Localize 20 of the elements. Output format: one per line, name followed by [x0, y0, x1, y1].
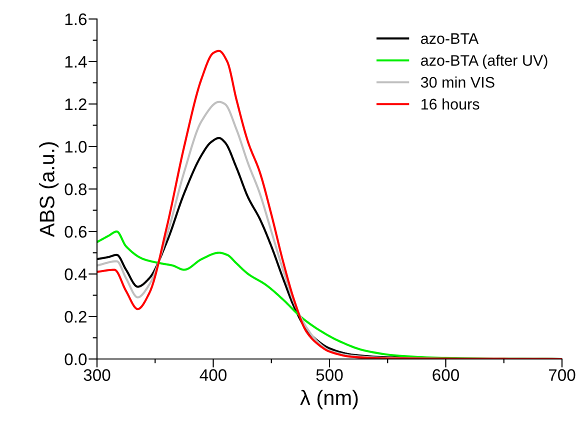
y-tick-label: 0.0 [64, 353, 87, 366]
y-tick-label: 0.8 [64, 183, 87, 196]
y-tick-label: 1.0 [65, 140, 87, 153]
y-tick-label: 1.2 [65, 98, 86, 110]
y-axis-title: ABS (a.u.) [39, 142, 59, 238]
x-tick-label: 700 [548, 369, 576, 381]
x-tick-label: 600 [432, 369, 460, 381]
legend-label: 30 min VIS [420, 76, 494, 88]
legend-label: 16 hours [421, 98, 480, 110]
legend-label: azo-BTA [420, 33, 479, 44]
y-tick-label: 1.6 [65, 13, 87, 26]
y-tick-label: 0.2 [64, 310, 86, 323]
x-tick-label: 400 [200, 369, 227, 381]
y-tick-label: 0.6 [64, 226, 87, 238]
x-axis-title: λ (nm) [300, 390, 358, 410]
legend-label: azo-BTA (after UV) [420, 54, 548, 69]
x-tick-label: 300 [84, 369, 110, 381]
y-tick-label: 0.4 [64, 268, 87, 280]
x-tick-label: 500 [316, 369, 343, 381]
y-tick-label: 1.4 [65, 56, 87, 68]
